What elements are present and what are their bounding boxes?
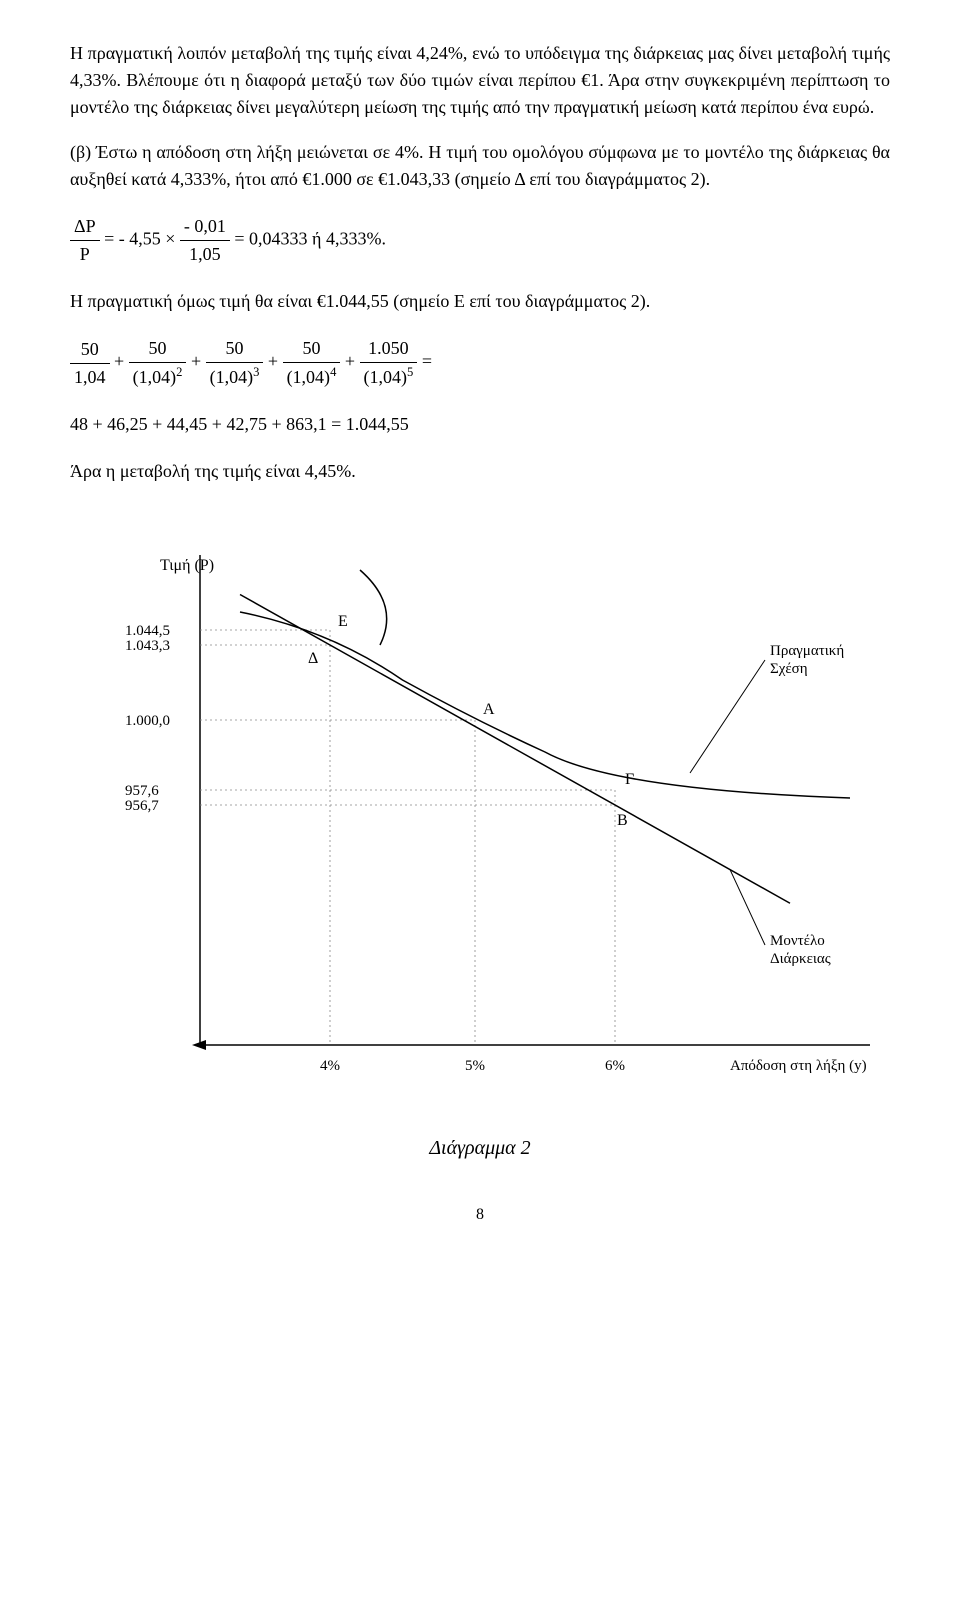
formula-1: ΔP P = - 4,55 × - 0,01 1,05 = 0,04333 ή … <box>70 213 890 268</box>
f2-tail: = <box>422 351 432 371</box>
svg-text:Διάρκειας: Διάρκειας <box>770 951 831 967</box>
f1-lden: P <box>70 241 100 268</box>
svg-text:956,7: 956,7 <box>125 798 159 814</box>
svg-text:Σχέση: Σχέση <box>770 661 808 677</box>
paragraph-3: Η πραγματική όμως τιμή θα είναι €1.044,5… <box>70 288 890 315</box>
f2-t2d: (1,04)2 <box>129 363 187 391</box>
f2-t2n: 50 <box>129 335 187 363</box>
svg-text:Γ: Γ <box>625 771 634 788</box>
f2-t5n: 1.050 <box>360 335 418 363</box>
f1-eq2: = 0,04333 ή 4,333%. <box>234 229 386 249</box>
f2-t4n: 50 <box>283 335 341 363</box>
f2-t3n: 50 <box>206 335 264 363</box>
svg-text:Πραγματική: Πραγματική <box>770 643 844 659</box>
f1-mden: 1,05 <box>180 241 230 268</box>
svg-text:5%: 5% <box>465 1058 485 1074</box>
svg-text:Α: Α <box>483 701 495 718</box>
page-number: 8 <box>70 1203 890 1227</box>
svg-text:Δ: Δ <box>308 650 318 667</box>
f2-t4d: (1,04)4 <box>283 363 341 391</box>
chart-svg: Τιμή (P) 1.044,51.043,3 1.000,0 957,6956,7 4… <box>70 515 890 1115</box>
svg-text:1.000,0: 1.000,0 <box>125 713 170 729</box>
svg-text:1.043,3: 1.043,3 <box>125 638 170 654</box>
paragraph-2: (β) Έστω η απόδοση στη λήξη μειώνεται σε… <box>70 139 890 193</box>
f1-mnum: - 0,01 <box>180 213 230 241</box>
f2-t1d: 1,04 <box>70 364 110 391</box>
f2-t3d: (1,04)3 <box>206 363 264 391</box>
svg-text:Τιμή (P): Τιμή (P) <box>160 557 214 574</box>
formula-3: 48 + 46,25 + 44,45 + 42,75 + 863,1 = 1.0… <box>70 411 890 438</box>
svg-text:6%: 6% <box>605 1058 625 1074</box>
paragraph-1: Η πραγματική λοιπόν μεταβολή της τιμής ε… <box>70 40 890 121</box>
f2-t5d: (1,04)5 <box>360 363 418 391</box>
svg-text:Μοντέλο: Μοντέλο <box>770 933 825 949</box>
svg-text:Β: Β <box>617 812 628 829</box>
svg-text:1.044,5: 1.044,5 <box>125 623 170 639</box>
formula-2: 50 1,04 + 50 (1,04)2 + 50 (1,04)3 + 50 (… <box>70 335 890 391</box>
svg-text:4%: 4% <box>320 1058 340 1074</box>
f1-lnum: ΔP <box>70 213 100 241</box>
paragraph-4: Άρα η μεταβολή της τιμής είναι 4,45%. <box>70 458 890 485</box>
svg-text:957,6: 957,6 <box>125 783 159 799</box>
f1-eq1: = - 4,55 × <box>104 229 175 249</box>
diagram-caption: Διάγραμμα 2 <box>70 1133 890 1163</box>
svg-text:Απόδοση στη λήξη (y): Απόδοση στη λήξη (y) <box>730 1058 867 1074</box>
svg-text:Ε: Ε <box>338 613 348 630</box>
f2-t1n: 50 <box>70 336 110 364</box>
price-yield-chart: Τιμή (P) 1.044,51.043,3 1.000,0 957,6956,7 4… <box>70 515 890 1123</box>
